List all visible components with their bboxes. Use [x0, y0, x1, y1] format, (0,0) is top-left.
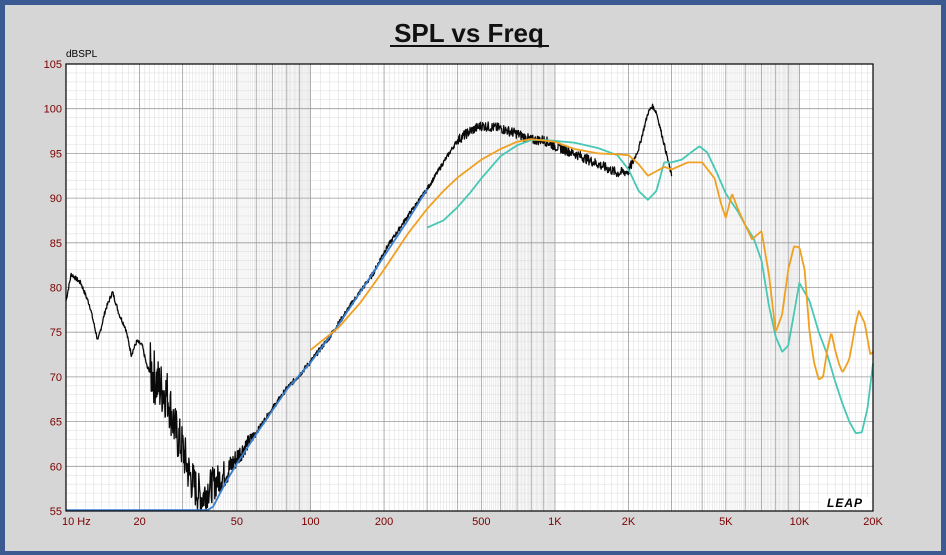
x-tick-label: 20 [133, 516, 145, 528]
leap-logo-text: LEAP [827, 496, 863, 510]
x-tick-label: 500 [472, 516, 490, 528]
x-tick-label: 200 [375, 516, 393, 528]
x-tick-label: 2K [622, 516, 636, 528]
y-tick-label: 100 [44, 104, 62, 116]
series-layer [65, 103, 874, 512]
y-tick-label: 75 [50, 327, 62, 339]
y-tick-label: 105 [44, 59, 62, 71]
leap-logo: LEAP [820, 496, 870, 510]
x-tick-label: 10 Hz [62, 516, 91, 528]
y-tick-label: 95 [50, 148, 62, 160]
y-tick-label: 90 [50, 193, 62, 205]
y-tick-labels: 55 60 65 70 75 80 85 90 95 100 105 [44, 59, 62, 518]
y-axis-unit-label: dBSPL [66, 49, 98, 60]
x-tick-label: 100 [301, 516, 319, 528]
x-tick-label: 10K [790, 516, 810, 528]
series-line-2 [65, 188, 428, 512]
chart-title: SPL vs Freq [394, 18, 544, 48]
series-line-4 [309, 138, 874, 380]
y-tick-label: 55 [50, 506, 62, 518]
y-tick-label: 80 [50, 283, 62, 295]
x-tick-label: 1K [548, 516, 562, 528]
grid-major [66, 64, 873, 511]
y-tick-label: 85 [50, 238, 62, 250]
x-tick-label: 20K [863, 516, 883, 528]
x-tick-label: 50 [231, 516, 243, 528]
x-tick-labels: 10 Hz 20 50 100 200 500 1K 2K 5K 10K 20K [62, 516, 883, 528]
y-tick-label: 65 [50, 417, 62, 429]
plot-border [65, 63, 874, 512]
y-tick-label: 60 [50, 461, 62, 473]
x-tick-label: 5K [719, 516, 733, 528]
series-line-3 [426, 139, 874, 435]
y-tick-label: 70 [50, 372, 62, 384]
